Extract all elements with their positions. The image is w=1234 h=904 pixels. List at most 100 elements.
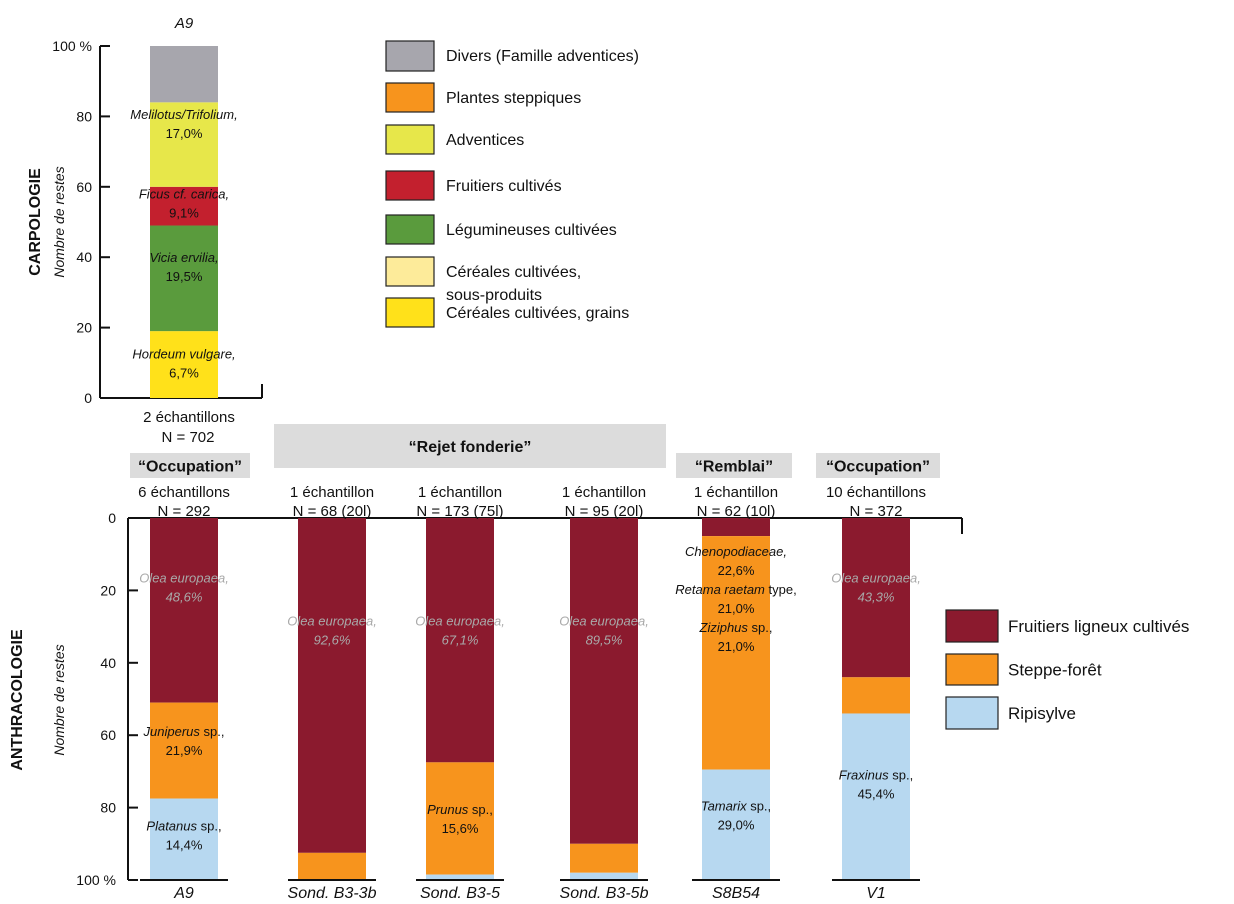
anthra-category-label: A9 xyxy=(173,885,194,902)
group-remblai: “Remblai” xyxy=(695,459,773,476)
anthra-annotation-line: 89,5% xyxy=(586,633,623,648)
anthra-category-label: S8B54 xyxy=(712,885,760,902)
anthra-annotation-text: 22,6% xyxy=(718,563,755,578)
anthra-annotation-text: Ziziphus xyxy=(699,620,749,635)
carpo-legend-label: Céréales cultivées, grains xyxy=(446,305,629,322)
anthra-annotation-text: Chenopodiaceae, xyxy=(685,544,787,559)
anthra-bar-segment xyxy=(570,872,638,880)
carpo-annotation-taxon: Hordeum vulgare, xyxy=(132,347,235,362)
anthra-legend-swatch xyxy=(945,653,999,686)
anthra-legend-swatch xyxy=(945,609,999,643)
anthra-bar-segment xyxy=(702,518,770,537)
carpo-n-count: N = 702 xyxy=(162,429,215,446)
anthra-y-tick-label: 80 xyxy=(100,800,116,816)
carpo-bar-segment xyxy=(150,102,218,187)
carpo-annotation-value: 17,0% xyxy=(166,126,203,141)
carpo-bar-segment xyxy=(150,46,218,103)
anthra-legend-label: Steppe-forêt xyxy=(1008,661,1102,680)
anthra-annotation-text: Juniperus xyxy=(143,724,201,739)
anthra-annotation-line: Olea europaea, xyxy=(287,614,377,629)
anthra-annotation-text: Tamarix xyxy=(701,798,747,813)
carpo-top-label: A9 xyxy=(174,15,194,32)
anthra-annotation-line: Olea europaea, xyxy=(831,570,921,585)
anthra-annotation-text: Olea europaea, xyxy=(831,570,921,585)
anthra-legend-label: Fruitiers ligneux cultivés xyxy=(1008,617,1189,636)
anthra-sample-count: 10 échantillons xyxy=(826,484,926,501)
anthra-bar-segment xyxy=(150,798,218,880)
carpo-y-tick-label: 40 xyxy=(76,249,92,265)
anthra-annotation-line: Fraxinus sp., xyxy=(839,768,913,783)
anthra-annotation-line: 21,0% xyxy=(718,601,755,616)
carpo-sample-count: 2 échantillons xyxy=(143,409,235,426)
anthra-annotation-suffix: type, xyxy=(765,582,797,597)
anthra-annotation-text: 21,0% xyxy=(718,601,755,616)
anthra-n-count: N = 62 (10l) xyxy=(697,503,776,520)
carpo-legend-swatch xyxy=(385,297,435,328)
carpo-legend-label: Légumineuses cultivées xyxy=(446,222,617,239)
anthra-sample-count: 1 échantillon xyxy=(290,484,374,501)
carpo-legend-swatch xyxy=(385,170,435,201)
carpo-legend-label: sous-produits xyxy=(446,287,542,304)
anthra-annotation-text: Olea europaea, xyxy=(287,614,377,629)
anthra-y-tick-label: 20 xyxy=(100,582,116,598)
anthra-category-label: V1 xyxy=(866,885,886,902)
carpo-y-tick-label: 60 xyxy=(76,179,92,195)
anthra-n-count: N = 173 (75l) xyxy=(416,503,503,520)
anthra-annotation-line: 15,6% xyxy=(442,821,479,836)
anthra-annotation-line: Retama raetam type, xyxy=(675,582,796,597)
carpo-y-axis-label: Nombre de restes xyxy=(51,166,67,277)
anthra-annotation-text: 21,9% xyxy=(166,743,203,758)
anthra-annotation-text: Fraxinus xyxy=(839,768,889,783)
anthra-bar-segment xyxy=(150,518,218,703)
anthra-bar-segment xyxy=(150,702,218,799)
anthra-annotation-text: 48,6% xyxy=(166,589,203,604)
carpo-bar-segment xyxy=(150,225,218,332)
anthra-annotation-text: 15,6% xyxy=(442,821,479,836)
anthra-y-tick-label: 100 % xyxy=(76,872,116,888)
anthra-bar-segment xyxy=(570,843,638,873)
anthra-annotation-line: Olea europaea, xyxy=(139,570,229,585)
anthra-n-count: N = 372 xyxy=(850,503,903,520)
anthra-annotation-line: 48,6% xyxy=(166,589,203,604)
anthra-annotation-line: Prunus sp., xyxy=(427,802,493,817)
group-rejet-fonderie-box xyxy=(274,424,666,468)
anthra-category-label: Sond. B3-5 xyxy=(420,885,500,902)
anthra-bar-segment xyxy=(702,536,770,770)
anthra-category-label: Sond. B3-3b xyxy=(288,885,377,902)
carpo-annotation-taxon: Melilotus/Trifolium, xyxy=(130,107,237,122)
carpo-annotation-value: 9,1% xyxy=(169,205,199,220)
anthra-bar-segment xyxy=(570,518,638,844)
anthra-annotation-line: 45,4% xyxy=(858,787,895,802)
anthra-annotation-line: 67,1% xyxy=(442,633,479,648)
anthra-annotation-line: Platanus sp., xyxy=(146,818,221,833)
anthra-n-count: N = 95 (20l) xyxy=(565,503,644,520)
anthra-annotation-text: Olea europaea, xyxy=(559,614,649,629)
anthra-annotation-line: Olea europaea, xyxy=(559,614,649,629)
anthra-annotation-suffix: sp., xyxy=(200,724,225,739)
anthra-annotation-line: Ziziphus sp., xyxy=(699,620,773,635)
anthra-annotation-suffix: sp., xyxy=(747,798,772,813)
anthra-annotation-text: 43,3% xyxy=(858,589,895,604)
carpo-legend-swatch xyxy=(385,214,435,245)
carpo-annotation-taxon: Ficus cf. carica, xyxy=(139,186,229,201)
carpo-section-label: CARPOLOGIE xyxy=(27,168,44,276)
anthra-category-label: Sond. B3-5b xyxy=(560,885,649,902)
carpo-bar-segment xyxy=(150,331,218,398)
anthra-annotation-text: Prunus xyxy=(427,802,469,817)
anthra-sample-count: 1 échantillon xyxy=(694,484,778,501)
carpo-legend-label: Fruitiers cultivés xyxy=(446,178,562,195)
anthra-annotation-line: 29,0% xyxy=(718,817,755,832)
anthra-annotation-text: 14,4% xyxy=(166,837,203,852)
anthra-annotation-text: Olea europaea, xyxy=(139,570,229,585)
group-occupation-v1: “Occupation” xyxy=(826,459,930,476)
carpo-y-tick-label: 80 xyxy=(76,108,92,124)
anthra-annotation-text: Platanus xyxy=(146,818,197,833)
anthra-bar-segment xyxy=(842,518,910,678)
anthra-bar-segment xyxy=(298,518,366,853)
carpo-annotation-taxon: Vicia ervilia, xyxy=(149,250,218,265)
anthra-annotation-text: Retama raetam xyxy=(675,582,765,597)
anthra-annotation-line: 21,9% xyxy=(166,743,203,758)
group-occupation-v1-box xyxy=(816,453,940,478)
anthra-y-axis-label: Nombre de restes xyxy=(51,644,67,755)
